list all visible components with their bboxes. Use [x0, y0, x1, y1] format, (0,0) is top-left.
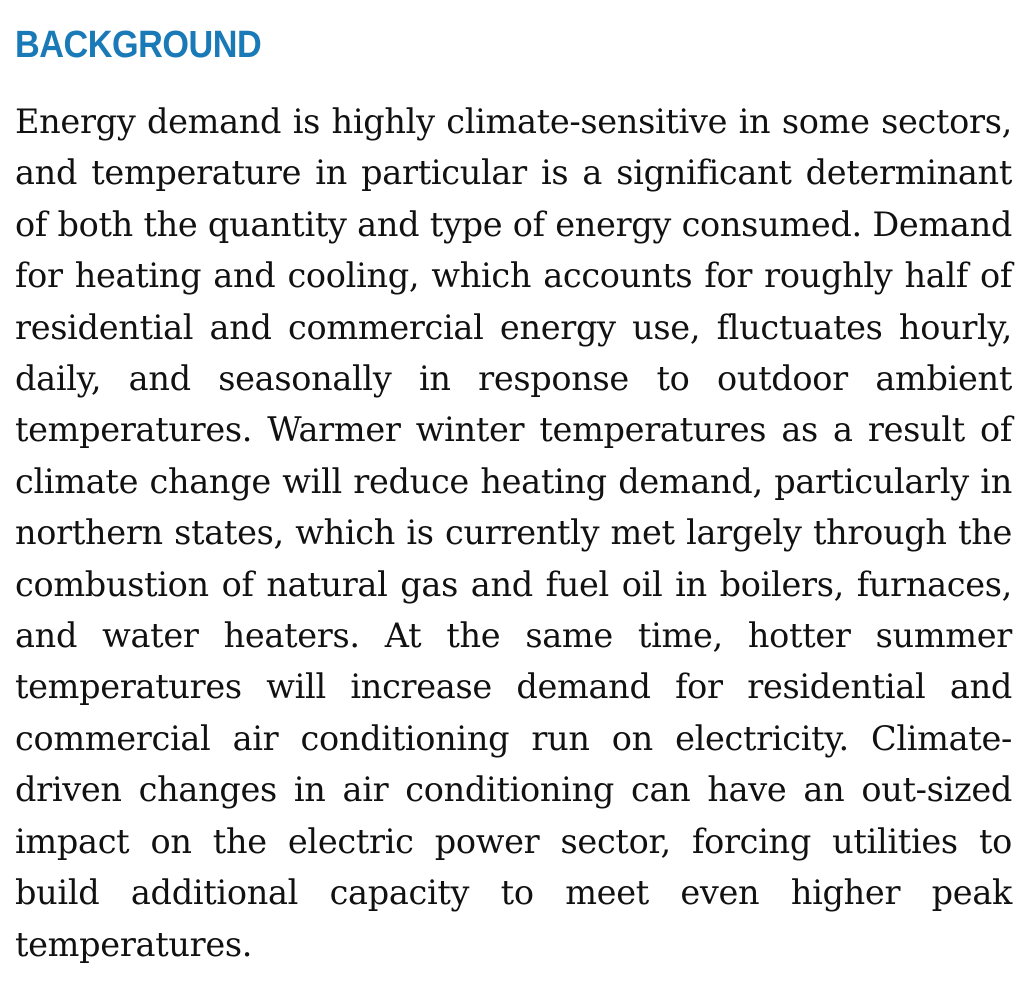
section-heading: BACKGROUND: [15, 24, 262, 66]
document-page: BACKGROUND Energy demand is highly clima…: [15, 22, 1012, 970]
body-paragraph: Energy demand is highly climate-sensitiv…: [15, 102, 1012, 964]
